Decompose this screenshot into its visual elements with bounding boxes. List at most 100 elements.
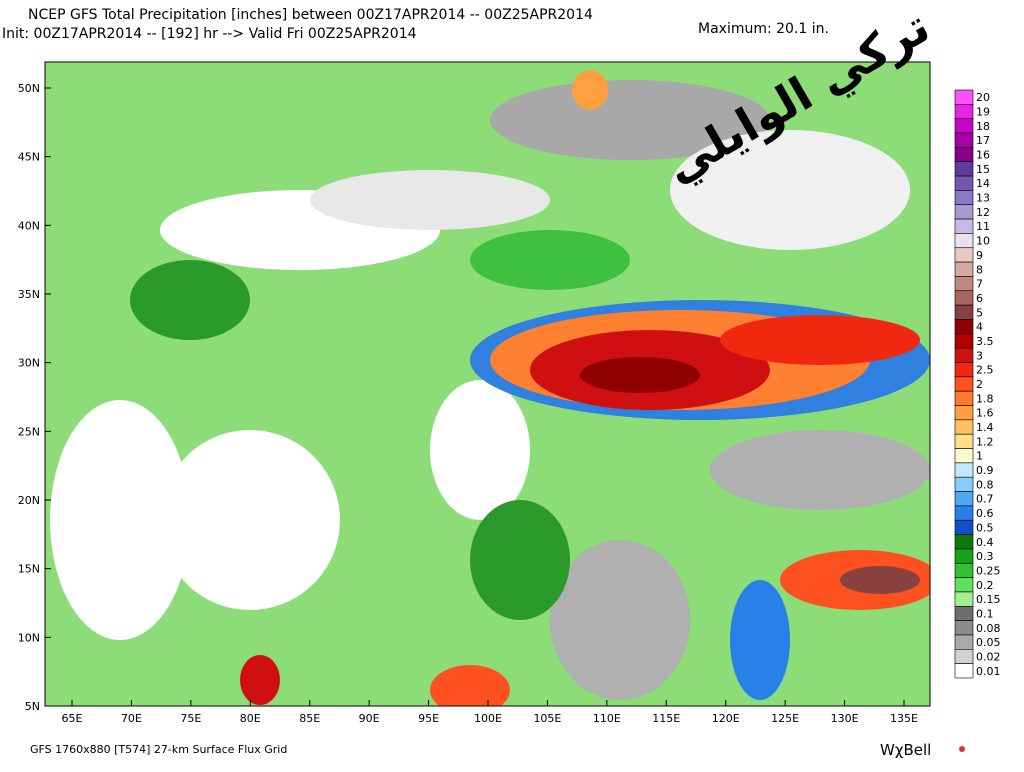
colorbar-cell bbox=[954, 362, 974, 378]
lat-label: 30N bbox=[18, 357, 40, 370]
axes: 50N 45N 40N 35N 30N 25N 20N 15N 10N 5N 65E 70E 75E 80… bbox=[18, 82, 918, 725]
colorbar-cell bbox=[954, 376, 974, 392]
colorbar-cell bbox=[954, 448, 974, 464]
colorbar-label: 17 bbox=[976, 134, 990, 147]
colorbar-cell bbox=[954, 333, 974, 349]
colorbar-cell bbox=[954, 347, 974, 363]
brand: WχBell bbox=[880, 741, 931, 759]
colorbar-cell bbox=[954, 261, 974, 277]
colorbar-cell bbox=[954, 175, 974, 191]
colorbar-label: 11 bbox=[976, 220, 990, 233]
lon-label: 75E bbox=[180, 712, 201, 725]
colorbar-cell bbox=[954, 462, 974, 478]
maximum: Maximum: 20.1 in. bbox=[698, 21, 829, 37]
colorbar-label: 9 bbox=[976, 249, 983, 262]
colorbar-cell bbox=[954, 276, 974, 292]
colorbar-label: 0.9 bbox=[976, 464, 994, 477]
lat-label: 25N bbox=[18, 425, 40, 438]
brand-dot bbox=[959, 746, 965, 752]
lon-label: 80E bbox=[240, 712, 261, 725]
colorbar-cell bbox=[954, 104, 974, 119]
lat-label: 15N bbox=[18, 563, 40, 576]
colorbar-label: 3 bbox=[976, 349, 983, 362]
colorbar-cell bbox=[954, 118, 974, 134]
colorbar-cell bbox=[954, 190, 974, 206]
colorbar-label: 0.01 bbox=[976, 665, 1001, 678]
colorbar-label: 7 bbox=[976, 278, 983, 291]
lat-label: 35N bbox=[18, 288, 40, 301]
lon-label: 105E bbox=[533, 712, 561, 725]
lon-label: 130E bbox=[831, 712, 859, 725]
colorbar-label: 0.02 bbox=[976, 650, 1001, 663]
lat-label: 50N bbox=[18, 82, 40, 95]
lon-label: 110E bbox=[593, 712, 621, 725]
colorbar-label: 19 bbox=[976, 106, 990, 119]
colorbar-cell bbox=[954, 562, 974, 578]
colorbar-label: 0.4 bbox=[976, 536, 994, 549]
lon-label: 85E bbox=[299, 712, 320, 725]
lon-label: 95E bbox=[418, 712, 439, 725]
lon-label: 135E bbox=[890, 712, 918, 725]
colorbar-cell bbox=[954, 290, 974, 306]
colorbar-label: 1.8 bbox=[976, 392, 994, 405]
colorbar-label: 18 bbox=[976, 120, 990, 133]
colorbar-label: 0.05 bbox=[976, 636, 1001, 649]
colorbar-label: 12 bbox=[976, 206, 990, 219]
colorbar-cell bbox=[954, 620, 974, 636]
colorbar-cell bbox=[954, 634, 974, 650]
colorbar-label: 0.8 bbox=[976, 478, 994, 491]
colorbar-label: 20 bbox=[976, 91, 990, 104]
header-line1: NCEP GFS Total Precipitation [inches] be… bbox=[28, 7, 593, 23]
colorbar-cell bbox=[954, 505, 974, 521]
lat-label: 45N bbox=[18, 151, 40, 164]
colorbar-cell bbox=[954, 218, 974, 234]
colorbar-label: 0.5 bbox=[976, 521, 994, 534]
colorbar-label: 6 bbox=[976, 292, 983, 305]
colorbar-label: 0.08 bbox=[976, 622, 1001, 635]
colorbar-cell bbox=[954, 605, 974, 621]
lon-label: 70E bbox=[121, 712, 142, 725]
lon-label: 90E bbox=[359, 712, 380, 725]
colorbar-label: 2 bbox=[976, 378, 983, 391]
colorbar-label: 16 bbox=[976, 149, 990, 162]
colorbar-cell bbox=[954, 548, 974, 564]
footer-left: GFS 1760x880 [T574] 27-km Surface Flux G… bbox=[30, 743, 287, 756]
colorbar-label: 0.6 bbox=[976, 507, 994, 520]
colorbar-label: 13 bbox=[976, 192, 990, 205]
lon-label: 115E bbox=[652, 712, 680, 725]
colorbar-cell bbox=[954, 89, 974, 105]
colorbar-cell bbox=[954, 161, 974, 177]
colorbar-cell bbox=[954, 491, 974, 507]
lat-label: 40N bbox=[18, 219, 40, 232]
colorbar-label: 4 bbox=[976, 321, 983, 334]
lon-label: 125E bbox=[771, 712, 799, 725]
colorbar-cell bbox=[954, 591, 974, 607]
colorbar-label: 3.5 bbox=[976, 335, 994, 348]
colorbar-label: 1.2 bbox=[976, 435, 994, 448]
colorbar-cell bbox=[954, 304, 974, 320]
colorbar-cell bbox=[954, 577, 974, 593]
colorbar-cell bbox=[954, 233, 974, 249]
header-line2: Init: 00Z17APR2014 -- [192] hr --> Valid… bbox=[2, 26, 417, 42]
colorbar-cell bbox=[954, 390, 974, 406]
colorbar-cell bbox=[954, 247, 974, 263]
lon-label: 120E bbox=[712, 712, 740, 725]
lat-label: 5N bbox=[25, 700, 40, 713]
colorbar-cell bbox=[954, 405, 974, 421]
colorbar-cell bbox=[954, 476, 974, 492]
colorbar-label: 10 bbox=[976, 235, 990, 248]
colorbar-label: 15 bbox=[976, 163, 990, 176]
colorbar-label: 2.5 bbox=[976, 364, 994, 377]
colorbar-label: 1 bbox=[976, 450, 983, 463]
colorbar-label: 1.6 bbox=[976, 407, 994, 420]
lon-label: 65E bbox=[62, 712, 83, 725]
colorbar-label: 1.4 bbox=[976, 421, 994, 434]
colorbar-cell bbox=[954, 147, 974, 163]
lon-label: 100E bbox=[474, 712, 502, 725]
colorbar-cell bbox=[954, 649, 974, 664]
colorbar-cell bbox=[954, 419, 974, 435]
colorbar-cell bbox=[954, 663, 974, 679]
colorbar-label: 0.15 bbox=[976, 593, 1001, 606]
